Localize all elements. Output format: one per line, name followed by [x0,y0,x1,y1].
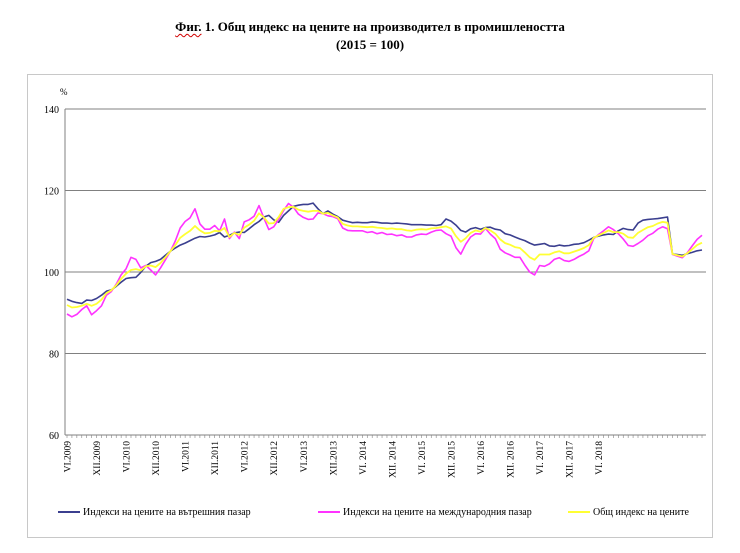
x-tick-label-12: VI. 2015 [418,441,428,475]
y-tick-label-60: 60 [49,431,59,442]
chart-title-line1: Фиг. 1. Общ индекс на цените на производ… [0,18,740,35]
x-tick-label-11: XII. 2014 [388,441,398,478]
y-tick-label-140: 140 [44,105,59,116]
title-line1-rest: 1. Общ индекс на цените на производител … [201,19,565,34]
x-tick-label-5: XII.2011 [211,441,221,475]
x-tick-label-7: XII.2012 [270,441,280,476]
x-tick-label-9: XII.2013 [329,441,339,476]
x-tick-label-10: VI. 2014 [359,441,369,475]
x-tick-label-18: VI. 2018 [595,441,605,475]
y-tick-label-80: 80 [49,350,59,361]
legend-total-label: Общ индекс на цените [593,507,689,518]
x-tick-label-13: XII. 2015 [447,441,457,478]
legend-domestic-label: Индекси на цените на вътрешния пазар [83,507,251,518]
chart-frame [27,74,713,538]
legend-international-label: Индекси на цените на международния пазар [343,507,532,518]
x-tick-label-8: VI.2013 [300,441,310,473]
title-prefix: Фиг. [175,19,202,34]
x-tick-label-6: VI.2012 [241,441,251,473]
x-tick-label-1: XII.2009 [93,441,103,476]
y-tick-label-120: 120 [44,187,59,198]
x-tick-label-17: XII. 2017 [566,441,576,478]
x-tick-label-14: VI. 2016 [477,441,487,475]
x-tick-label-3: XII.2010 [152,441,162,476]
y-axis-unit-label: % [60,87,68,97]
x-tick-label-15: XII. 2016 [507,441,517,478]
x-tick-label-2: VI.2010 [123,441,133,473]
series-line-domestic [66,202,703,305]
x-tick-label-16: VI. 2017 [536,441,546,475]
x-tick-label-4: VI.2011 [182,441,192,472]
chart-title-line2: (2015 = 100) [335,37,405,52]
series-line-total [66,205,703,309]
y-tick-label-100: 100 [44,268,59,279]
x-tick-label-0: VI.2009 [64,441,74,473]
